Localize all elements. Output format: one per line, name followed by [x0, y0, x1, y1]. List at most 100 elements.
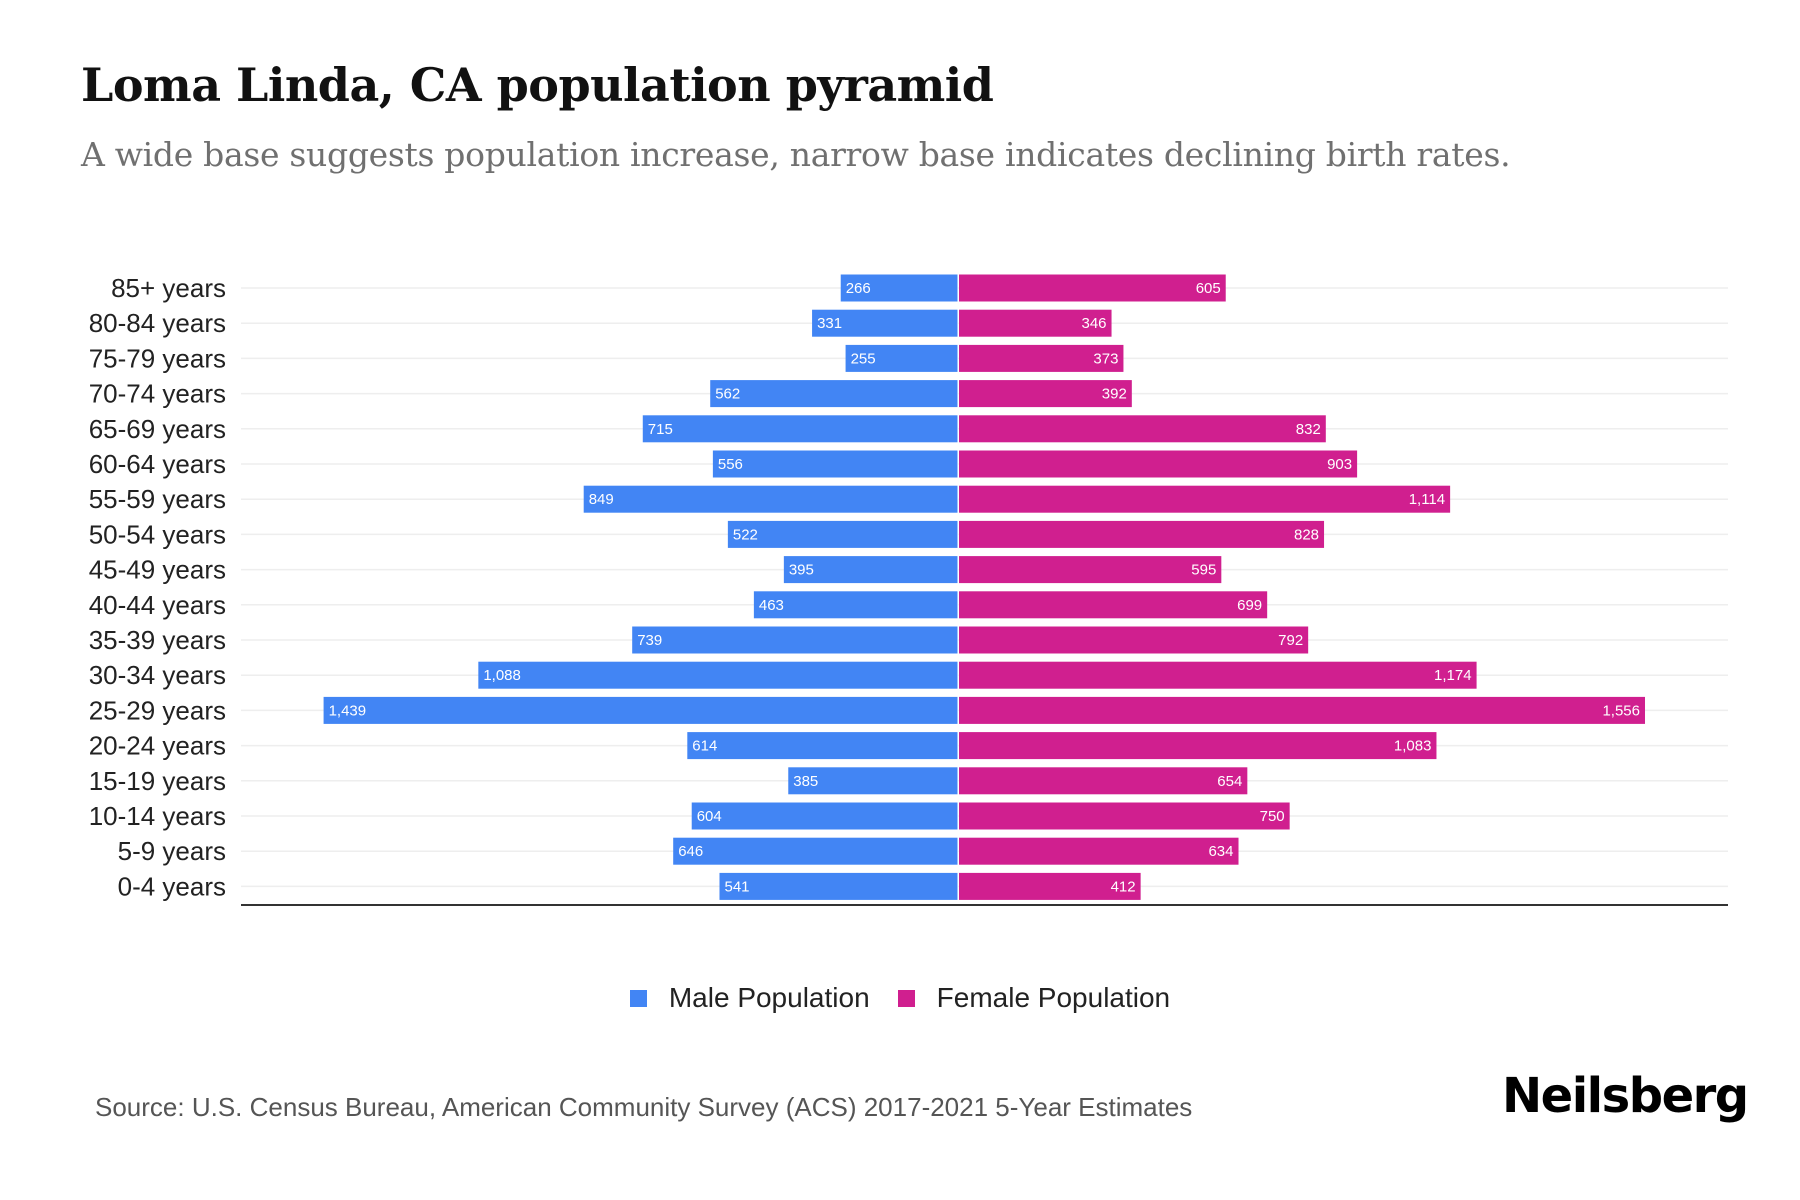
age-group-label: 20-24 years	[89, 731, 226, 761]
female-bar	[959, 556, 1222, 584]
male-value-label: 646	[678, 843, 703, 860]
female-bar	[959, 274, 1226, 302]
age-group-label: 30-34 years	[89, 660, 226, 690]
female-value-label: 1,174	[1434, 667, 1472, 684]
female-bar	[959, 415, 1326, 443]
male-bar	[632, 626, 958, 654]
source-note: Source: U.S. Census Bureau, American Com…	[95, 1092, 1193, 1122]
female-value-label: 792	[1278, 632, 1303, 649]
legend-label-female: Female Population	[936, 982, 1171, 1013]
age-group-label: 80-84 years	[89, 308, 226, 338]
male-bar	[727, 520, 958, 548]
age-group-label: 55-59 years	[89, 484, 226, 514]
age-group-label: 25-29 years	[89, 695, 226, 725]
female-bar	[959, 450, 1358, 478]
male-swatch-icon	[629, 989, 647, 1007]
male-bar	[788, 767, 958, 795]
female-value-label: 595	[1191, 562, 1216, 579]
legend-label-male: Male Population	[668, 982, 870, 1013]
male-bar	[687, 732, 958, 760]
female-value-label: 392	[1102, 386, 1127, 403]
female-bar	[959, 767, 1248, 795]
female-value-label: 750	[1260, 808, 1285, 825]
male-bar	[642, 415, 958, 443]
female-value-label: 1,556	[1602, 702, 1640, 719]
male-value-label: 255	[851, 350, 876, 367]
female-value-label: 828	[1294, 526, 1319, 543]
female-bar	[959, 626, 1309, 654]
male-bar	[840, 274, 958, 302]
female-value-label: 903	[1327, 456, 1352, 473]
female-bar	[959, 837, 1239, 865]
male-value-label: 385	[793, 773, 818, 790]
legend-item-male[interactable]: Male Population	[629, 982, 870, 1014]
male-value-label: 562	[715, 386, 740, 403]
female-value-label: 412	[1111, 878, 1136, 895]
age-group-label: 70-74 years	[89, 379, 226, 409]
age-group-label: 0-4 years	[118, 871, 226, 901]
male-bar	[845, 344, 958, 372]
age-group-label: 35-39 years	[89, 625, 226, 655]
male-value-label: 463	[759, 597, 784, 614]
male-bar	[323, 696, 958, 724]
female-bar	[959, 380, 1132, 408]
chart-subtitle: A wide base suggests population increase…	[81, 135, 1511, 174]
female-bar	[959, 485, 1451, 513]
age-group-label: 40-44 years	[89, 590, 226, 620]
age-group-label: 60-64 years	[89, 449, 226, 479]
male-value-label: 614	[692, 738, 717, 755]
age-group-label: 75-79 years	[89, 343, 226, 373]
legend: Male Population Female Population	[0, 982, 1800, 1014]
age-group-label: 45-49 years	[89, 555, 226, 585]
female-value-label: 699	[1237, 597, 1262, 614]
male-bar	[478, 661, 958, 689]
male-value-label: 1,439	[329, 702, 367, 719]
male-bar	[719, 872, 958, 900]
male-value-label: 331	[817, 315, 842, 332]
female-value-label: 634	[1208, 843, 1233, 860]
male-bar	[783, 556, 958, 584]
age-group-label: 15-19 years	[89, 766, 226, 796]
male-value-label: 715	[648, 421, 673, 438]
female-bar	[959, 732, 1437, 760]
male-bar	[812, 309, 958, 337]
female-value-label: 1,114	[1409, 491, 1445, 508]
female-bar	[959, 309, 1112, 337]
age-group-label: 50-54 years	[89, 519, 226, 549]
male-bar	[583, 485, 958, 513]
age-group-label: 85+ years	[111, 273, 226, 303]
male-value-label: 556	[718, 456, 743, 473]
male-bar	[753, 591, 958, 619]
male-value-label: 1,088	[483, 667, 521, 684]
female-bar	[959, 344, 1124, 372]
female-value-label: 832	[1296, 421, 1321, 438]
age-group-label: 10-14 years	[89, 801, 226, 831]
female-value-label: 1,083	[1394, 738, 1432, 755]
male-value-label: 604	[697, 808, 722, 825]
chart-title: Loma Linda, CA population pyramid	[81, 58, 994, 112]
male-value-label: 395	[789, 562, 814, 579]
female-bar	[959, 696, 1645, 724]
male-value-label: 522	[733, 526, 758, 543]
male-bar	[673, 837, 958, 865]
female-value-label: 373	[1093, 350, 1118, 367]
female-bar	[959, 520, 1325, 548]
female-value-label: 654	[1217, 773, 1242, 790]
male-value-label: 541	[724, 878, 749, 895]
age-group-label: 65-69 years	[89, 414, 226, 444]
male-bar	[712, 450, 958, 478]
female-bar	[959, 591, 1268, 619]
female-value-label: 605	[1196, 280, 1221, 297]
male-bar	[710, 380, 958, 408]
male-value-label: 266	[846, 280, 871, 297]
population-pyramid-chart: 85+ years 266 605 80-84 years 331 346 75-79 ye…	[89, 273, 1728, 906]
female-bar	[959, 661, 1477, 689]
female-bar	[959, 802, 1290, 830]
age-group-label: 5-9 years	[118, 836, 226, 866]
female-value-label: 346	[1082, 315, 1107, 332]
male-bar	[691, 802, 958, 830]
neilsberg-logo: Neilsberg	[1502, 1068, 1749, 1124]
legend-item-female[interactable]: Female Population	[897, 982, 1171, 1014]
female-swatch-icon	[897, 989, 915, 1007]
male-value-label: 739	[637, 632, 662, 649]
